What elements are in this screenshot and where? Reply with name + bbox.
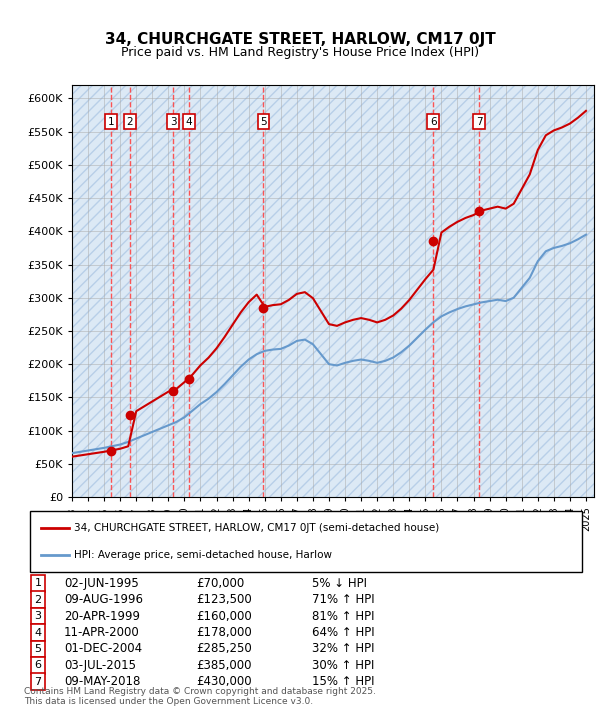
Text: Contains HM Land Registry data © Crown copyright and database right 2025.
This d: Contains HM Land Registry data © Crown c… [24, 687, 376, 706]
Text: £160,000: £160,000 [196, 610, 252, 623]
Text: 7: 7 [34, 677, 41, 687]
Text: 64% ↑ HPI: 64% ↑ HPI [311, 626, 374, 639]
Text: 3: 3 [170, 116, 176, 126]
Text: 2: 2 [127, 116, 133, 126]
Text: £430,000: £430,000 [196, 675, 252, 688]
Text: 4: 4 [34, 628, 41, 638]
Text: 5: 5 [260, 116, 267, 126]
Text: HPI: Average price, semi-detached house, Harlow: HPI: Average price, semi-detached house,… [74, 550, 332, 559]
Text: 32% ↑ HPI: 32% ↑ HPI [311, 643, 374, 655]
Text: 2: 2 [34, 595, 41, 605]
Text: 6: 6 [430, 116, 437, 126]
Text: 01-DEC-2004: 01-DEC-2004 [64, 643, 142, 655]
Text: 15% ↑ HPI: 15% ↑ HPI [311, 675, 374, 688]
Text: 3: 3 [34, 611, 41, 621]
Text: 20-APR-1999: 20-APR-1999 [64, 610, 140, 623]
Text: 71% ↑ HPI: 71% ↑ HPI [311, 594, 374, 606]
Text: 03-JUL-2015: 03-JUL-2015 [64, 659, 136, 672]
Text: Price paid vs. HM Land Registry's House Price Index (HPI): Price paid vs. HM Land Registry's House … [121, 46, 479, 59]
Text: 1: 1 [34, 579, 41, 589]
Text: 34, CHURCHGATE STREET, HARLOW, CM17 0JT (semi-detached house): 34, CHURCHGATE STREET, HARLOW, CM17 0JT … [74, 523, 439, 533]
Text: 11-APR-2000: 11-APR-2000 [64, 626, 140, 639]
Text: 09-MAY-2018: 09-MAY-2018 [64, 675, 140, 688]
Text: £385,000: £385,000 [196, 659, 252, 672]
Text: 7: 7 [476, 116, 482, 126]
Text: 4: 4 [185, 116, 192, 126]
Text: £285,250: £285,250 [196, 643, 252, 655]
Text: 5: 5 [34, 644, 41, 654]
Text: 34, CHURCHGATE STREET, HARLOW, CM17 0JT: 34, CHURCHGATE STREET, HARLOW, CM17 0JT [104, 32, 496, 47]
FancyBboxPatch shape [30, 511, 582, 572]
Text: 02-JUN-1995: 02-JUN-1995 [64, 577, 139, 590]
Text: 6: 6 [34, 660, 41, 670]
Text: 09-AUG-1996: 09-AUG-1996 [64, 594, 143, 606]
Text: 1: 1 [107, 116, 114, 126]
Text: £70,000: £70,000 [196, 577, 245, 590]
Text: 30% ↑ HPI: 30% ↑ HPI [311, 659, 374, 672]
Text: 81% ↑ HPI: 81% ↑ HPI [311, 610, 374, 623]
Text: 5% ↓ HPI: 5% ↓ HPI [311, 577, 367, 590]
Text: £123,500: £123,500 [196, 594, 252, 606]
Text: £178,000: £178,000 [196, 626, 252, 639]
